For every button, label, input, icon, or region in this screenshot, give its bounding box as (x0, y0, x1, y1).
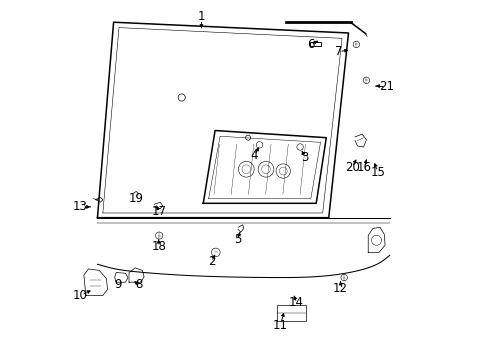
Text: 9: 9 (114, 278, 122, 291)
Text: 19: 19 (128, 192, 143, 205)
Text: 20: 20 (344, 161, 359, 174)
Text: 3: 3 (301, 151, 308, 164)
Text: 8: 8 (135, 278, 142, 291)
Text: 12: 12 (332, 282, 347, 295)
Text: 15: 15 (370, 166, 385, 179)
Text: 18: 18 (151, 240, 166, 253)
Text: 1: 1 (197, 10, 205, 23)
Text: 2: 2 (207, 255, 215, 268)
Text: 5: 5 (233, 233, 241, 246)
Text: 10: 10 (73, 289, 87, 302)
Text: 4: 4 (250, 149, 258, 162)
Text: 7: 7 (334, 45, 342, 58)
Text: 16: 16 (356, 161, 371, 174)
Text: 17: 17 (151, 205, 166, 218)
Text: 14: 14 (288, 296, 304, 309)
Text: 13: 13 (73, 201, 87, 213)
Text: 6: 6 (306, 38, 314, 51)
Text: 11: 11 (272, 319, 287, 332)
Text: 21: 21 (378, 80, 393, 93)
